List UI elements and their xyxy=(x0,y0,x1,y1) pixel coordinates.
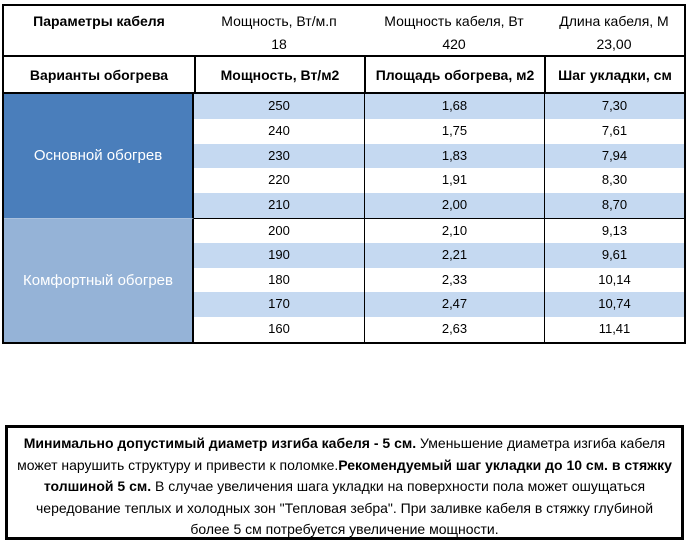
cable-calculator-table: Параметры кабеля Мощность, Вт/м.п Мощнос… xyxy=(2,4,686,344)
table-cell-power[interactable]: 210 xyxy=(194,193,364,218)
table-cell-step[interactable]: 7,94 xyxy=(544,143,684,169)
cable-params-title: Параметры кабеля xyxy=(33,13,165,29)
table-cell-area[interactable]: 1,75 xyxy=(364,118,544,144)
header-step: Шаг укладки, см xyxy=(544,57,684,92)
table-cell-step[interactable]: 8,70 xyxy=(544,193,684,218)
table-cell-step[interactable]: 7,30 xyxy=(544,94,684,119)
cable-length-value-cell[interactable]: 23,00 xyxy=(596,36,632,52)
table-cell-step[interactable]: 10,14 xyxy=(544,267,684,293)
table-cell-area[interactable]: 2,10 xyxy=(364,217,544,243)
table-cell-power[interactable]: 170 xyxy=(194,292,364,318)
table-cell-step[interactable]: 7,61 xyxy=(544,118,684,144)
table-cell-step[interactable]: 10,74 xyxy=(544,292,684,318)
heating-table-header-row: Варианты обогрева Мощность, Вт/м2 Площад… xyxy=(4,55,684,94)
note-text-bend-warning: Уменьшение диаметра изгиба кабеля может … xyxy=(17,435,666,473)
table-cell-power[interactable]: 190 xyxy=(194,242,364,268)
note-bold-bend-diameter: Минимально допустимый диаметр изгиба каб… xyxy=(23,435,417,451)
installation-note: Минимально допустимый диаметр изгиба каб… xyxy=(5,425,684,540)
table-cell-area[interactable]: 2,63 xyxy=(364,317,544,342)
table-cell-power[interactable]: 240 xyxy=(194,118,364,144)
header-power: Мощность, Вт/м2 xyxy=(194,57,364,92)
power-per-meter-value-cell[interactable]: 18 xyxy=(271,36,287,52)
table-cell-area[interactable]: 2,00 xyxy=(364,193,544,218)
note-text-step-warning: В случае увеличения шага укладки на пове… xyxy=(35,478,654,537)
table-cell-area[interactable]: 1,91 xyxy=(364,168,544,194)
table-cell-power[interactable]: 180 xyxy=(194,267,364,293)
cable-power-label: Мощность кабеля, Вт xyxy=(384,13,524,29)
cable-params-value-row: 18 420 23,00 xyxy=(4,35,684,55)
table-cell-step[interactable]: 9,13 xyxy=(544,217,684,243)
table-cell-step[interactable]: 9,61 xyxy=(544,242,684,268)
heating-table-body: Основной обогрев 250 1,68 7,30 240 1,75 … xyxy=(4,94,684,342)
section-label-comfort-heating: Комфортный обогрев xyxy=(4,217,194,342)
table-cell-power[interactable]: 160 xyxy=(194,317,364,342)
header-variants: Варианты обогрева xyxy=(29,66,169,83)
table-cell-area[interactable]: 1,68 xyxy=(364,94,544,119)
table-cell-step[interactable]: 8,30 xyxy=(544,168,684,194)
note-bold-recommended-step: Рекомендуемый шаг укладки до 10 см. в ст… xyxy=(43,456,672,495)
table-cell-power[interactable]: 200 xyxy=(194,217,364,243)
cable-length-label: Длина кабеля, М xyxy=(559,13,669,29)
table-cell-area[interactable]: 2,33 xyxy=(364,267,544,293)
table-cell-power[interactable]: 250 xyxy=(194,94,364,119)
table-cell-power[interactable]: 220 xyxy=(194,168,364,194)
section-label-main-heating: Основной обогрев xyxy=(4,94,194,218)
power-per-meter-label: Мощность, Вт/м.п xyxy=(221,13,337,29)
header-area: Площадь обогрева, м2 xyxy=(364,57,544,92)
cable-power-value-cell[interactable]: 420 xyxy=(442,36,466,52)
table-cell-step[interactable]: 11,41 xyxy=(544,317,684,342)
table-cell-area[interactable]: 2,21 xyxy=(364,242,544,268)
empty-cell xyxy=(4,35,194,55)
cable-params-header-row: Параметры кабеля Мощность, Вт/м.п Мощнос… xyxy=(4,6,684,35)
table-cell-area[interactable]: 2,47 xyxy=(364,292,544,318)
table-cell-power[interactable]: 230 xyxy=(194,143,364,169)
table-cell-area[interactable]: 1,83 xyxy=(364,143,544,169)
